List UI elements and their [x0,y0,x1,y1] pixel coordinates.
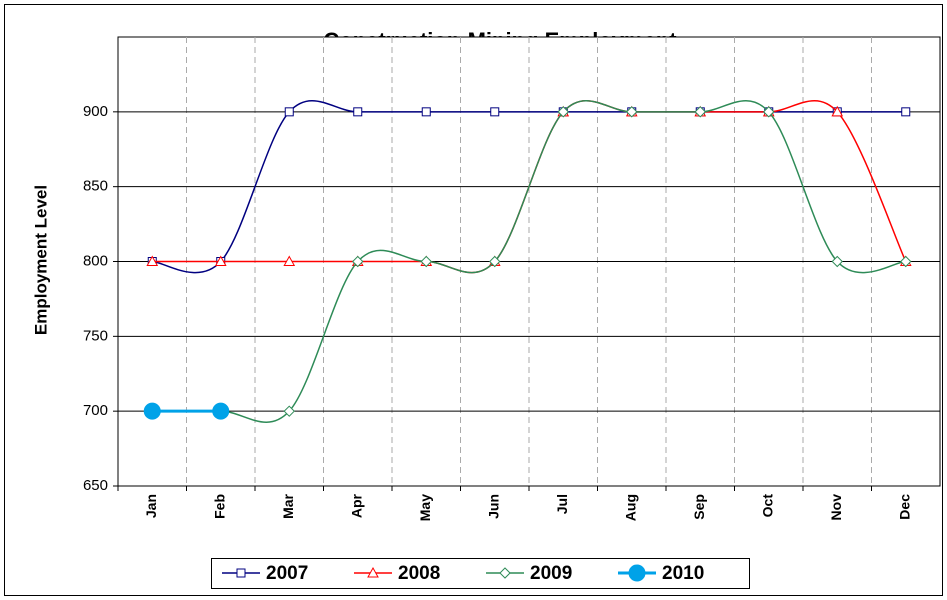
x-tick-label: Oct [759,494,775,518]
marker [283,405,295,417]
marker [901,107,911,117]
legend-marker [236,568,246,578]
marker [353,107,363,117]
marker [626,106,638,118]
marker [146,255,159,266]
x-tick-label: Feb [211,494,227,519]
x-tick-label: Jul [554,494,570,514]
marker [557,106,569,118]
marker [283,255,296,266]
legend-label: 2007 [266,563,308,584]
series [146,100,912,423]
marker [900,255,912,268]
y-tick-label: 900 [83,103,108,120]
x-tick-label: May [417,494,433,521]
x-tick-label: Mar [280,493,296,518]
marker [489,255,501,268]
x-tick-label: Aug [622,494,638,521]
marker [831,105,844,117]
y-tick-label: 700 [83,402,108,419]
marker [490,107,500,117]
x-tick-label: Dec [896,494,912,520]
x-tick-label: Jan [143,494,159,518]
x-tick-label: Sep [691,494,707,520]
x-tick-label: Jun [485,494,501,519]
y-tick-label: 750 [83,327,108,344]
legend-marker [367,566,379,578]
legend-label: 2009 [530,563,572,584]
y-tick-label: 850 [83,178,108,195]
legend [211,558,750,589]
y-tick-label: 800 [83,252,108,269]
marker [694,106,706,118]
series [143,402,230,420]
marker [143,402,161,420]
y-axis-label: Employment Level [31,185,50,335]
x-tick-label: Nov [828,494,844,521]
legend-marker [628,564,646,582]
marker [284,107,294,117]
marker [420,255,432,268]
marker [421,107,431,117]
y-tick-label: 650 [83,477,108,494]
marker [763,106,775,118]
marker [212,402,230,420]
legend-label: 2010 [662,563,704,584]
legend-label: 2008 [398,563,440,584]
marker [831,255,843,268]
marker [214,255,227,266]
marker [352,255,364,268]
legend-marker [499,567,511,579]
x-tick-label: Apr [348,493,364,518]
